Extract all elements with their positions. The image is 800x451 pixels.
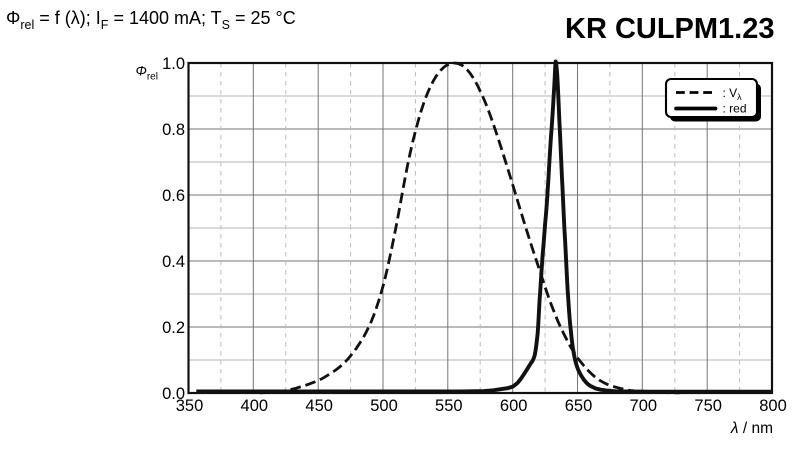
svg-text:0.2: 0.2 (162, 319, 185, 337)
svg-text:500: 500 (370, 397, 398, 415)
svg-text:0.6: 0.6 (162, 187, 185, 205)
svg-text:: red: : red (723, 102, 747, 116)
svg-text:750: 750 (694, 397, 722, 415)
svg-text:KR CULPM1.23: KR CULPM1.23 (565, 13, 775, 45)
svg-text:0.0: 0.0 (162, 385, 185, 403)
svg-text:1.0: 1.0 (162, 55, 185, 73)
svg-text:450: 450 (305, 397, 333, 415)
svg-text:0.4: 0.4 (162, 253, 185, 271)
svg-text:600: 600 (500, 397, 528, 415)
svg-text:550: 550 (435, 397, 463, 415)
svg-text:400: 400 (241, 397, 269, 415)
svg-text:700: 700 (630, 397, 658, 415)
svg-text:350: 350 (176, 397, 204, 415)
svg-text:650: 650 (565, 397, 593, 415)
svg-text:0.8: 0.8 (162, 121, 185, 139)
svg-text:λ / nm: λ / nm (730, 420, 773, 437)
svg-text:800: 800 (759, 397, 787, 415)
